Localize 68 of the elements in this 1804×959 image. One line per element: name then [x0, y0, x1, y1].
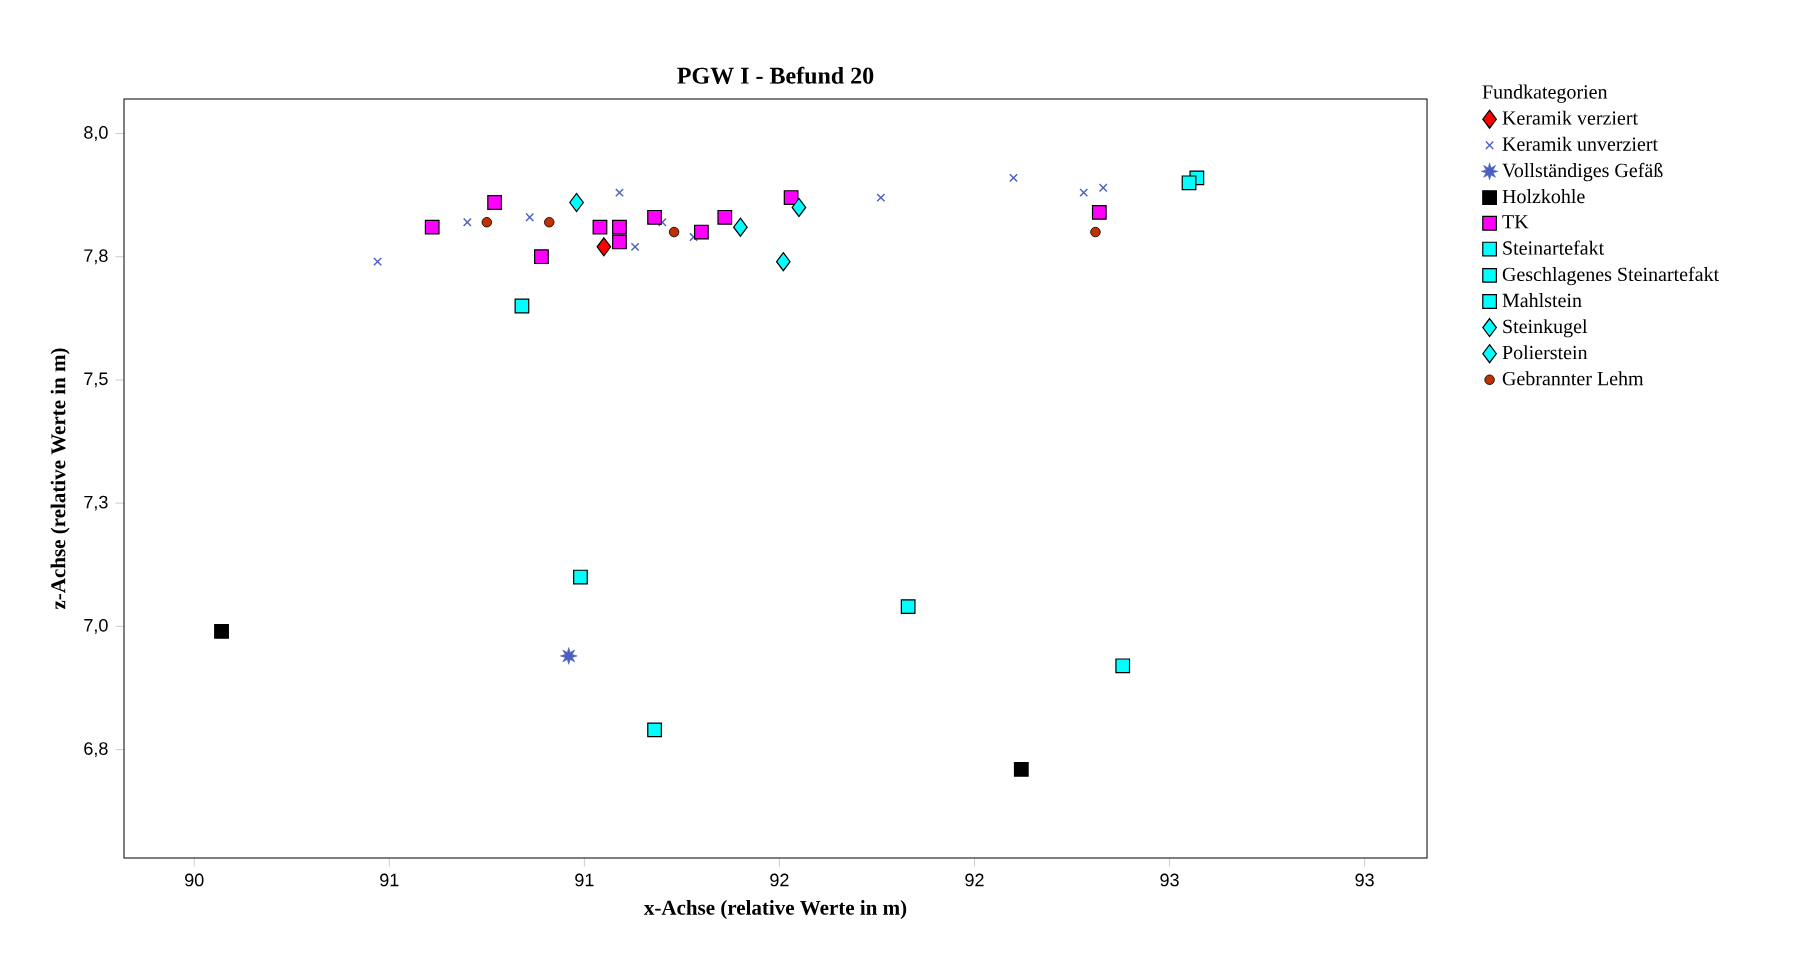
point [514, 298, 530, 314]
legend-label: TK [1502, 215, 1529, 229]
point [733, 217, 748, 237]
point [647, 722, 662, 738]
x-tick-label: 93 [1160, 873, 1179, 887]
point [592, 219, 608, 235]
point [462, 217, 472, 227]
legend-label: Keramik unverziert [1502, 136, 1658, 151]
y-tick-label: 7,3 [84, 495, 108, 511]
x-tick-label: 91 [575, 873, 594, 887]
point [1091, 204, 1107, 220]
point [630, 242, 640, 252]
y-axis-title: z-Achse (relative Werte in m) [50, 348, 70, 610]
legend-label: Steinartefakt [1503, 240, 1605, 255]
point [1013, 761, 1029, 777]
legend-label: Gebrannter Lehm [1502, 371, 1644, 386]
point [424, 219, 440, 235]
point [534, 249, 549, 265]
x-tick-label: 93 [1355, 873, 1374, 887]
point [573, 569, 588, 585]
x-tick-label: 92 [770, 873, 789, 887]
chart-title: PGW I - Befund 20 [677, 66, 874, 84]
point [1090, 226, 1101, 238]
point [783, 190, 799, 205]
point [647, 209, 662, 225]
legend-label: Polierstein [1502, 345, 1588, 360]
point [1079, 188, 1089, 198]
legend-label: Steinkugel [1503, 319, 1588, 338]
y-tick-label: 7,0 [84, 618, 108, 634]
point [560, 647, 578, 665]
x-axis-title: x-Achse (relative Werte in m) [644, 900, 907, 920]
point [658, 217, 667, 227]
point [1115, 658, 1131, 674]
point [693, 224, 709, 240]
point [1009, 173, 1018, 183]
point [775, 252, 791, 272]
point [481, 217, 493, 228]
legend-label: Vollständiges Gefäß [1502, 162, 1663, 182]
point [900, 599, 916, 615]
point [373, 257, 382, 267]
point [791, 197, 807, 218]
legend-title: Fundkategorien [1482, 84, 1608, 103]
y-tick-label: 8,0 [84, 126, 108, 141]
y-tick-label: 7,5 [84, 372, 108, 388]
point [1098, 183, 1108, 193]
x-tick-label: 91 [380, 873, 399, 887]
point [596, 237, 612, 257]
point [612, 234, 627, 250]
legend-label: Holzkohle [1502, 189, 1585, 204]
x-tick-label: 92 [965, 873, 984, 887]
y-tick-label: 6,8 [84, 742, 108, 757]
x-tick-label: 90 [185, 873, 204, 887]
point [717, 209, 733, 225]
point [689, 232, 698, 242]
point [214, 623, 229, 639]
point [876, 193, 886, 202]
legend-label: Mahlstein [1502, 293, 1582, 308]
point [615, 188, 624, 198]
point [1181, 175, 1197, 191]
point [569, 192, 584, 213]
legend-label: Geschlagenes Steinartefakt [1502, 266, 1720, 286]
y-tick-label: 7,8 [84, 249, 108, 265]
point [612, 219, 627, 235]
point [668, 226, 680, 238]
point [544, 217, 555, 228]
point [487, 195, 503, 210]
legend-label: Keramik verziert [1502, 110, 1638, 125]
point [525, 212, 535, 222]
